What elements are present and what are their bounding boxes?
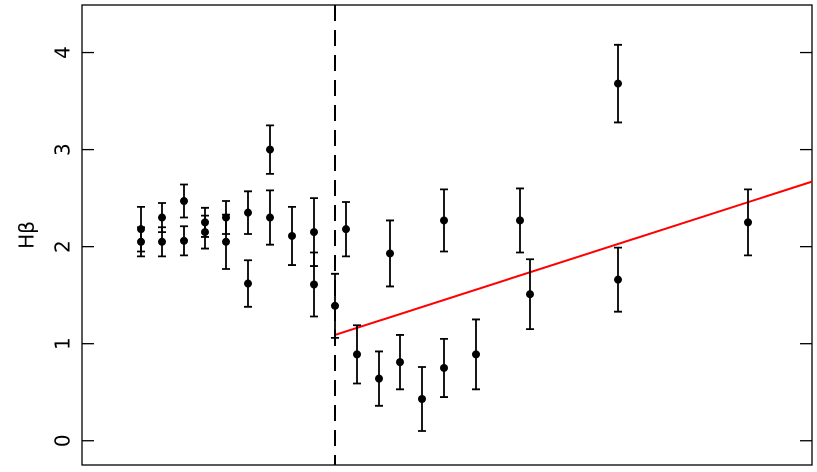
data-point — [516, 216, 524, 225]
y-tick-label: 0 — [51, 434, 75, 447]
data-point — [158, 213, 166, 222]
data-point — [331, 301, 339, 310]
plot-frame — [81, 4, 813, 466]
data-point — [266, 145, 274, 154]
data-point — [440, 216, 448, 225]
data-point — [137, 237, 145, 246]
y-tick-label: 4 — [51, 46, 75, 59]
data-point — [310, 280, 318, 289]
data-point — [526, 290, 534, 299]
data-point — [342, 225, 350, 234]
data-point — [396, 358, 404, 367]
data-point — [614, 79, 622, 88]
data-point — [244, 279, 252, 288]
y-tick-label: 2 — [51, 240, 75, 253]
data-point — [180, 197, 188, 206]
data-point — [222, 237, 230, 246]
data-point — [180, 236, 188, 245]
data-point — [244, 208, 252, 217]
data-point — [386, 249, 394, 258]
data-point — [201, 228, 209, 237]
data-point — [614, 275, 622, 284]
data-point — [266, 213, 274, 222]
data-point — [375, 374, 383, 383]
data-point — [310, 228, 318, 237]
data-point — [288, 231, 296, 240]
data-point — [744, 218, 752, 227]
data-point — [472, 350, 480, 359]
y-tick-label: 1 — [51, 337, 75, 350]
data-point — [418, 395, 426, 404]
data-point — [440, 363, 448, 372]
y-tick-label: 3 — [51, 143, 75, 156]
data-point — [353, 350, 361, 359]
fit-line — [334, 180, 813, 336]
y-axis-label: Hβ — [15, 221, 39, 249]
data-point — [158, 237, 166, 246]
